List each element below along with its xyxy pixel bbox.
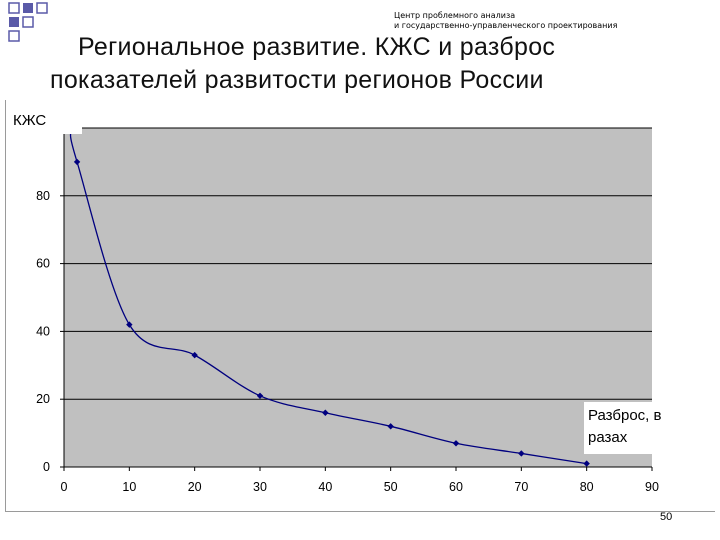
slide-title-line-2: показателей развитости регионов России — [50, 66, 544, 94]
y-tick-label: 20 — [36, 392, 50, 406]
data-point-marker — [256, 392, 264, 400]
data-point-marker — [518, 450, 525, 457]
decor-square — [8, 2, 20, 14]
data-point-marker — [191, 351, 198, 359]
x-tick-label: 90 — [645, 480, 659, 494]
x-tick-label: 20 — [188, 480, 202, 494]
page-number: 50 — [660, 511, 673, 523]
decorative-squares — [8, 2, 48, 42]
chart-frame-bottom — [5, 511, 715, 512]
x-axis-label: Разброс, в разах — [584, 402, 684, 454]
data-point-marker — [387, 423, 394, 430]
org-name-line-1: Центр проблемного анализа — [394, 11, 516, 20]
x-tick-label: 40 — [318, 480, 332, 494]
x-tick-label: 80 — [580, 480, 594, 494]
decor-square — [36, 2, 48, 14]
data-point-marker — [73, 158, 81, 166]
plot-layer: 0204060801000102030405060708090 — [29, 121, 659, 494]
decor-square — [9, 17, 19, 27]
y-tick-label: 40 — [36, 324, 50, 338]
x-tick-label: 50 — [384, 480, 398, 494]
plot-area — [64, 128, 652, 467]
y-tick-label: 80 — [36, 189, 50, 203]
chart-frame-left — [5, 100, 6, 512]
x-tick-label: 10 — [122, 480, 136, 494]
decor-square — [22, 16, 34, 28]
x-tick-label: 0 — [61, 480, 68, 494]
x-tick-label: 60 — [449, 480, 463, 494]
decor-square — [8, 30, 20, 42]
data-point-marker — [452, 440, 460, 447]
data-point-marker — [583, 460, 590, 467]
series-line — [69, 131, 587, 465]
data-point-marker — [322, 409, 329, 416]
data-point-marker — [126, 321, 133, 328]
org-name-line-2: и государственно-управленческого проекти… — [394, 21, 618, 30]
y-tick-label: 0 — [43, 460, 50, 474]
decor-square — [23, 3, 33, 13]
slide-title-line-1: Региональное развитие. КЖС и разброс — [78, 33, 556, 61]
y-tick-label: 60 — [36, 257, 50, 271]
y-axis-label: КЖС — [8, 110, 82, 134]
x-tick-label: 70 — [514, 480, 528, 494]
x-tick-label: 30 — [253, 480, 267, 494]
